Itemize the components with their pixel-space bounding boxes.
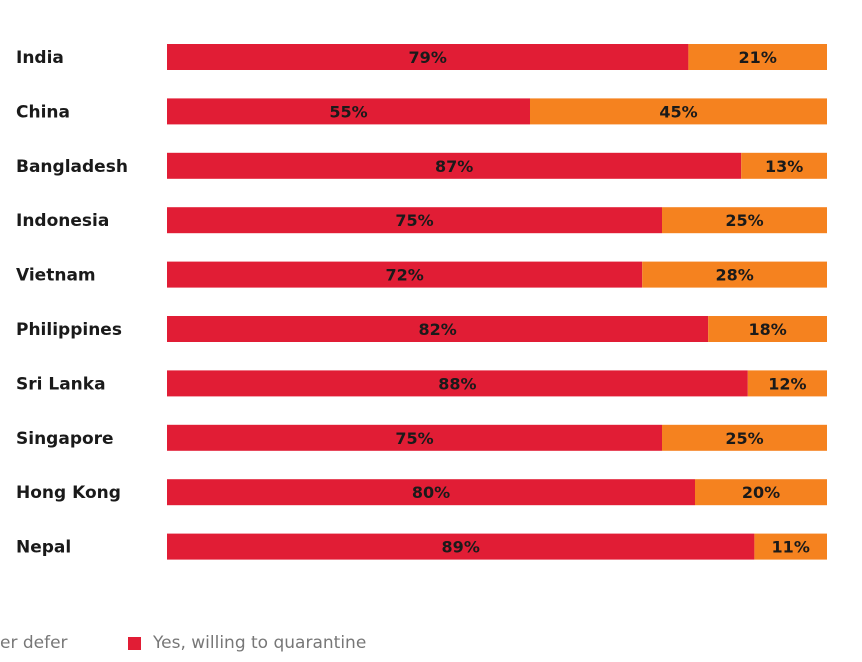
bar-segment-yes bbox=[167, 533, 755, 560]
category-label: Philippines bbox=[16, 320, 122, 340]
data-label: 88% bbox=[438, 374, 476, 393]
bar-segment-defer bbox=[708, 316, 827, 342]
bar-segment-yes bbox=[167, 370, 748, 397]
category-label: Bangladesh bbox=[16, 157, 128, 177]
bar-segment-yes bbox=[167, 316, 709, 342]
legend-item-yes: Yes, willing to quarantine bbox=[128, 633, 366, 653]
category-label: Singapore bbox=[16, 429, 114, 449]
data-label: 13% bbox=[765, 157, 803, 176]
bar-segment-defer bbox=[754, 533, 827, 560]
category-label: Indonesia bbox=[16, 211, 109, 231]
category-label: China bbox=[16, 102, 70, 122]
bar-segment-defer bbox=[741, 152, 827, 179]
bar-segment-yes bbox=[167, 424, 662, 451]
data-label: 89% bbox=[442, 538, 480, 557]
data-label: 72% bbox=[385, 266, 423, 285]
data-label: 82% bbox=[418, 320, 456, 339]
bar-segment-yes bbox=[167, 152, 742, 179]
legend: er defer Yes, willing to quarantine bbox=[0, 633, 862, 661]
data-label: 80% bbox=[412, 483, 450, 502]
data-label: 12% bbox=[768, 374, 806, 393]
data-label: 20% bbox=[742, 483, 780, 502]
data-label: 11% bbox=[772, 538, 810, 557]
data-label: 25% bbox=[725, 429, 763, 448]
data-label: 87% bbox=[435, 157, 473, 176]
legend-swatch-yes bbox=[128, 636, 141, 650]
data-label: 28% bbox=[715, 266, 753, 285]
bar-segment-defer bbox=[642, 261, 827, 288]
data-label: 55% bbox=[329, 102, 367, 121]
bar-segment-defer bbox=[662, 424, 827, 451]
bar-segment-defer bbox=[662, 207, 827, 234]
data-label: 79% bbox=[409, 48, 447, 67]
category-label: India bbox=[16, 48, 64, 68]
data-label: 21% bbox=[739, 48, 777, 67]
category-label: Hong Kong bbox=[16, 483, 121, 503]
category-label: Vietnam bbox=[16, 266, 96, 286]
bar-segment-defer bbox=[688, 44, 827, 70]
bar-segment-yes bbox=[167, 98, 530, 125]
data-label: 75% bbox=[395, 211, 433, 230]
category-label: Nepal bbox=[16, 538, 71, 558]
bar-segment-yes bbox=[167, 207, 662, 234]
bar-segment-yes bbox=[167, 261, 643, 288]
bar-segment-defer bbox=[530, 98, 827, 125]
data-label: 45% bbox=[659, 102, 697, 121]
bar-segment-yes bbox=[167, 479, 695, 506]
data-label: 25% bbox=[725, 211, 763, 230]
stacked-bar-chart: India 79% 21% China 55% 45% Bangladesh 87% 13% In… bbox=[16, 44, 827, 560]
bar-segment-defer bbox=[747, 370, 827, 397]
data-label: 75% bbox=[395, 429, 433, 448]
category-label: Sri Lanka bbox=[16, 374, 106, 394]
data-label: 18% bbox=[748, 320, 786, 339]
bar-segment-yes bbox=[167, 44, 689, 70]
legend-item-defer: er defer bbox=[0, 633, 68, 653]
bar-segment-defer bbox=[695, 479, 827, 506]
legend-label-defer: er defer bbox=[0, 633, 68, 653]
legend-label-yes: Yes, willing to quarantine bbox=[153, 633, 367, 653]
